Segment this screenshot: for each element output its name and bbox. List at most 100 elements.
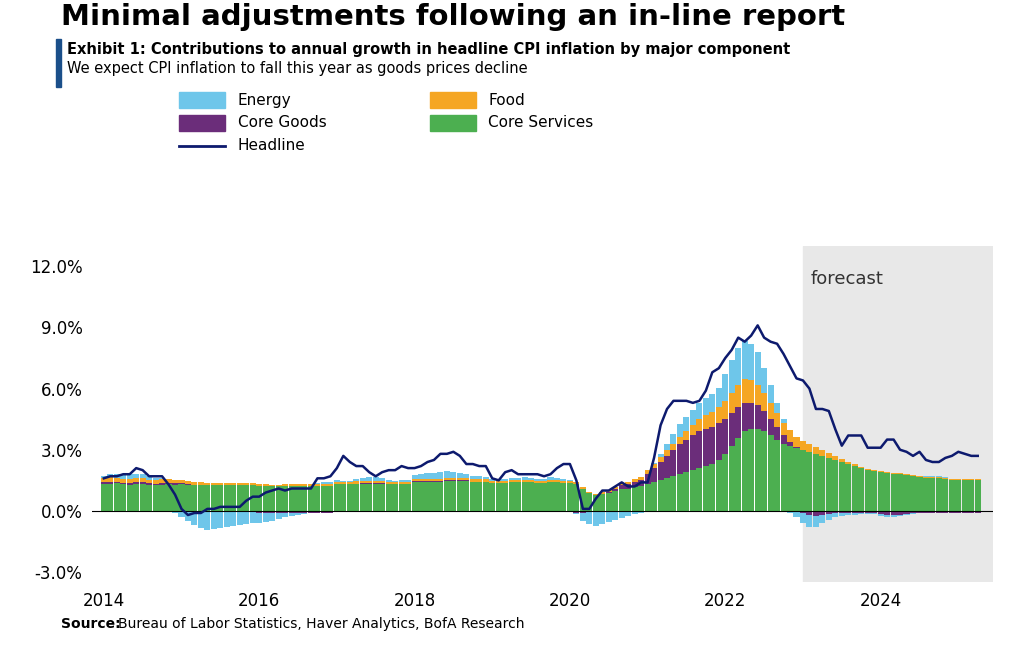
- Bar: [275, 485, 282, 487]
- Bar: [153, 484, 159, 485]
- Bar: [412, 483, 418, 511]
- Bar: [172, 485, 178, 511]
- Bar: [800, 511, 806, 513]
- Bar: [444, 471, 450, 478]
- Bar: [690, 435, 696, 470]
- Bar: [825, 514, 831, 520]
- Text: Energy: Energy: [238, 93, 291, 108]
- Bar: [230, 511, 237, 512]
- Bar: [373, 483, 379, 485]
- Bar: [897, 474, 903, 511]
- Bar: [755, 430, 761, 511]
- Bar: [735, 348, 741, 384]
- Bar: [515, 483, 521, 511]
- Bar: [677, 424, 683, 437]
- Bar: [884, 473, 890, 511]
- Bar: [567, 483, 573, 511]
- Bar: [716, 460, 722, 511]
- Bar: [696, 419, 702, 432]
- Bar: [172, 479, 178, 483]
- Bar: [406, 482, 411, 484]
- Bar: [425, 483, 430, 511]
- Bar: [425, 479, 430, 481]
- Bar: [702, 466, 709, 511]
- Bar: [768, 403, 773, 419]
- Bar: [159, 485, 165, 511]
- Bar: [463, 481, 469, 511]
- Bar: [217, 512, 223, 528]
- Bar: [671, 450, 677, 476]
- Bar: [606, 511, 611, 522]
- Bar: [444, 481, 450, 511]
- Bar: [301, 487, 307, 511]
- Bar: [528, 478, 535, 480]
- Bar: [114, 474, 120, 477]
- Bar: [373, 481, 379, 483]
- Bar: [314, 483, 321, 485]
- Bar: [560, 481, 566, 483]
- Bar: [528, 480, 535, 483]
- Bar: [833, 456, 839, 460]
- Bar: [482, 483, 488, 511]
- Bar: [573, 485, 580, 511]
- Bar: [819, 456, 825, 511]
- Bar: [256, 511, 262, 513]
- Bar: [146, 483, 153, 485]
- Bar: [864, 511, 870, 513]
- Bar: [340, 481, 346, 483]
- Bar: [398, 480, 404, 482]
- Bar: [606, 490, 611, 492]
- Bar: [153, 477, 159, 479]
- Bar: [541, 479, 547, 481]
- Bar: [269, 487, 275, 511]
- Bar: [289, 485, 295, 487]
- Bar: [962, 479, 968, 480]
- Bar: [269, 511, 275, 513]
- Bar: [884, 511, 890, 515]
- Bar: [224, 483, 229, 485]
- Bar: [289, 487, 295, 511]
- Bar: [878, 472, 884, 511]
- Bar: [243, 483, 249, 485]
- Bar: [139, 482, 145, 484]
- Bar: [825, 458, 831, 511]
- Bar: [308, 487, 314, 511]
- Bar: [250, 512, 256, 523]
- Bar: [470, 476, 476, 479]
- Bar: [930, 477, 936, 478]
- Bar: [100, 476, 106, 478]
- Bar: [185, 485, 190, 511]
- Bar: [515, 478, 521, 480]
- Bar: [587, 492, 592, 511]
- Bar: [328, 482, 334, 485]
- Bar: [664, 478, 670, 511]
- Bar: [813, 516, 819, 527]
- Bar: [250, 511, 256, 512]
- Bar: [127, 474, 133, 479]
- Bar: [262, 513, 268, 522]
- Bar: [308, 511, 314, 513]
- Bar: [787, 511, 793, 513]
- Bar: [839, 459, 845, 462]
- Bar: [716, 407, 722, 423]
- Bar: [683, 432, 689, 439]
- Bar: [749, 380, 754, 403]
- Bar: [580, 487, 586, 488]
- Bar: [321, 485, 327, 487]
- Bar: [599, 492, 605, 494]
- Bar: [178, 511, 184, 517]
- Bar: [774, 403, 780, 413]
- Bar: [295, 485, 301, 487]
- Bar: [359, 478, 366, 481]
- Bar: [677, 474, 683, 511]
- Bar: [806, 444, 812, 452]
- Bar: [386, 485, 392, 511]
- Bar: [548, 477, 554, 480]
- Bar: [858, 468, 864, 511]
- Bar: [755, 352, 761, 384]
- Bar: [975, 479, 981, 480]
- Bar: [618, 488, 625, 511]
- Bar: [644, 474, 650, 485]
- Bar: [897, 514, 903, 516]
- Bar: [269, 513, 275, 521]
